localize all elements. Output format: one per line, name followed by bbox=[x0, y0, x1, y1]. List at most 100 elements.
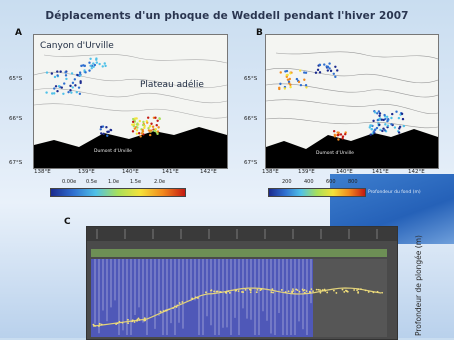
seal-location-dot bbox=[149, 124, 152, 128]
seal-location-dot bbox=[288, 77, 292, 81]
colorbar-b-title: Profondeur du fond (m) bbox=[368, 190, 421, 195]
seal-location-dot bbox=[328, 62, 331, 65]
map-a: Canyon d'Urville Plateau adélie Dumont d… bbox=[33, 34, 228, 169]
seal-location-dot bbox=[390, 116, 393, 120]
dive-bottom-dot bbox=[303, 291, 306, 294]
dive-bottom-dot bbox=[324, 289, 327, 292]
dive-bottom-dot bbox=[220, 291, 223, 294]
seal-location-dot bbox=[325, 65, 328, 68]
dive-bottom-dot bbox=[165, 309, 167, 312]
dive-bottom-dot bbox=[309, 291, 312, 294]
seal-location-dot bbox=[135, 123, 139, 126]
dive-bottom-dot bbox=[310, 288, 313, 291]
seal-location-dot bbox=[336, 133, 340, 137]
seal-location-dot bbox=[139, 135, 142, 138]
seal-location-dot bbox=[158, 117, 161, 120]
seal-location-dot bbox=[377, 110, 381, 113]
seal-location-dot bbox=[369, 133, 372, 136]
seal-location-dot bbox=[137, 132, 141, 135]
dive-bottom-dot bbox=[162, 310, 165, 312]
seal-location-dot bbox=[78, 92, 82, 96]
seal-location-dot bbox=[53, 87, 56, 90]
seal-location-dot bbox=[375, 126, 379, 130]
colorbar-b-label-0: 200 bbox=[282, 179, 292, 185]
seal-location-dot bbox=[368, 126, 371, 129]
seal-location-dot bbox=[341, 137, 344, 140]
colorbar-a-label-4: 2.0e bbox=[154, 179, 166, 185]
seal-location-dot bbox=[376, 118, 380, 122]
seal-location-dot bbox=[381, 129, 384, 133]
seal-location-dot bbox=[131, 120, 135, 124]
seal-location-dot bbox=[75, 90, 79, 94]
colorbar-a-label-0: 0.00e bbox=[62, 179, 77, 185]
seal-location-dot bbox=[397, 131, 401, 134]
seal-location-dot bbox=[74, 84, 77, 87]
seal-location-dot bbox=[318, 71, 322, 74]
dive-bottom-dot bbox=[255, 291, 258, 294]
colorbar-b-label-2: 600 bbox=[326, 179, 336, 185]
seal-location-dot bbox=[386, 124, 390, 127]
seal-location-dot bbox=[304, 71, 308, 74]
map-a-lon-tick-2: 140°E bbox=[122, 169, 139, 175]
seal-location-dot bbox=[64, 71, 67, 74]
map-b-lat-tick-1: 66°S bbox=[244, 116, 258, 122]
dive-bottom-dot bbox=[93, 324, 96, 327]
dive-bottom-dot bbox=[356, 289, 358, 291]
slide-title: Déplacements d'un phoque de Weddell pend… bbox=[45, 10, 409, 22]
seal-location-dot bbox=[77, 86, 81, 89]
seal-location-dot bbox=[135, 129, 139, 132]
map-a-lat-tick-1: 66°S bbox=[9, 116, 23, 122]
map-a-label-canyon: Canyon d'Urville bbox=[40, 41, 114, 51]
dive-bottom-dot bbox=[319, 289, 321, 292]
map-b-lon-tick-4: 142°E bbox=[408, 169, 425, 175]
map-a-lat-tick-2: 67°S bbox=[9, 160, 23, 166]
seal-location-dot bbox=[299, 83, 303, 87]
seal-location-dot bbox=[79, 81, 82, 85]
seal-location-dot bbox=[386, 119, 389, 123]
seal-location-dot bbox=[378, 123, 381, 127]
seal-location-dot bbox=[287, 80, 291, 83]
seal-location-dot bbox=[53, 75, 57, 79]
seal-location-dot bbox=[303, 78, 306, 81]
seal-location-dot bbox=[383, 113, 386, 117]
dive-bottom-dot bbox=[326, 291, 329, 294]
seal-location-dot bbox=[382, 118, 385, 122]
seal-location-dot bbox=[60, 86, 63, 89]
dive-bottom-dot bbox=[241, 291, 243, 293]
dive-bottom-dot bbox=[272, 291, 274, 294]
dive-bottom-dot bbox=[292, 288, 294, 291]
dive-section-panel bbox=[86, 226, 398, 340]
dive-bottom-dot bbox=[244, 288, 247, 291]
dive-bottom-dot bbox=[284, 291, 287, 293]
dive-bottom-dot bbox=[196, 296, 199, 299]
seal-location-dot bbox=[71, 86, 74, 89]
seal-location-dot bbox=[80, 64, 83, 68]
seal-location-dot bbox=[279, 71, 282, 74]
dive-bottom-dot bbox=[143, 317, 146, 320]
seal-location-dot bbox=[133, 123, 136, 126]
dive-bottom-dot bbox=[131, 319, 134, 322]
panel-c-letter: C bbox=[64, 217, 71, 227]
dive-bottom-dot bbox=[353, 289, 356, 291]
dive-bottom-dot bbox=[178, 302, 181, 304]
dive-bottom-dot bbox=[127, 318, 129, 321]
colorbar-b-label-3: 800 bbox=[348, 179, 358, 185]
dive-bottom-dot bbox=[138, 319, 141, 321]
map-b-lat-tick-0: 65°S bbox=[244, 76, 258, 82]
dive-bottom-dot bbox=[118, 320, 121, 323]
seal-location-dot bbox=[400, 112, 404, 116]
seal-location-dot bbox=[148, 133, 152, 137]
seal-location-dot bbox=[138, 119, 141, 123]
seal-location-dot bbox=[103, 62, 106, 65]
dive-bottom-dot bbox=[315, 288, 318, 291]
seal-location-dot bbox=[70, 91, 73, 94]
seal-location-dot bbox=[92, 62, 95, 65]
seal-location-dot bbox=[326, 69, 330, 72]
dive-bottom-dot bbox=[234, 289, 237, 292]
seal-location-dot bbox=[339, 133, 343, 136]
seal-location-dot bbox=[283, 87, 287, 90]
dive-bottom-dot bbox=[213, 290, 215, 293]
seal-location-dot bbox=[289, 83, 292, 86]
seal-location-dot bbox=[328, 67, 331, 70]
seal-location-dot bbox=[69, 89, 72, 92]
